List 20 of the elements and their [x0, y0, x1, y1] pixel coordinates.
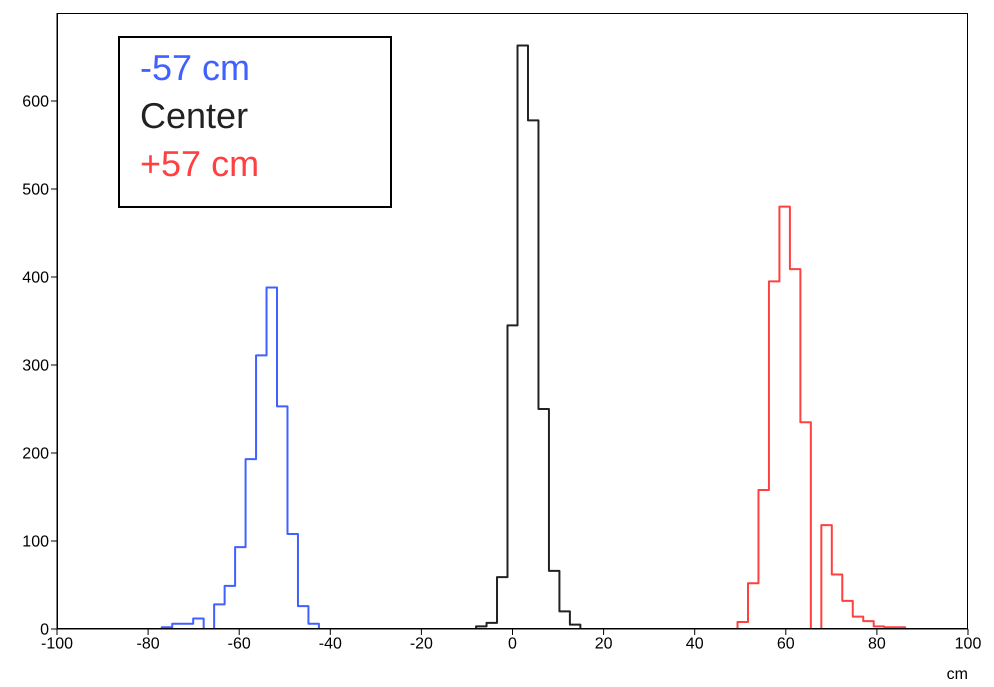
y-tick-label: 600: [22, 94, 50, 111]
text: -57 cm: [140, 46, 252, 90]
x-axis-title: cm: [946, 666, 968, 683]
y-tick-label: 500: [22, 182, 50, 199]
x-tick-label: 80: [868, 635, 886, 652]
x-tick-label: 20: [594, 635, 613, 652]
y-tick-label: 400: [22, 270, 50, 287]
x-tick-label: -20: [410, 635, 434, 652]
text: +57 cm: [140, 142, 260, 186]
x-tick-label: -40: [318, 635, 342, 652]
x-tick-label: 100: [954, 635, 982, 652]
x-tick-label: -60: [228, 635, 251, 652]
y-tick-label: 200: [22, 446, 50, 463]
y-tick-label: 300: [22, 358, 50, 375]
y-tick-label: 100: [22, 534, 50, 551]
x-tick-label: 0: [508, 635, 518, 652]
x-tick-label: 40: [686, 635, 704, 652]
x-tick-label: -80: [136, 635, 160, 652]
x-tick-label: 60: [776, 635, 795, 652]
text: Center: [140, 94, 250, 138]
